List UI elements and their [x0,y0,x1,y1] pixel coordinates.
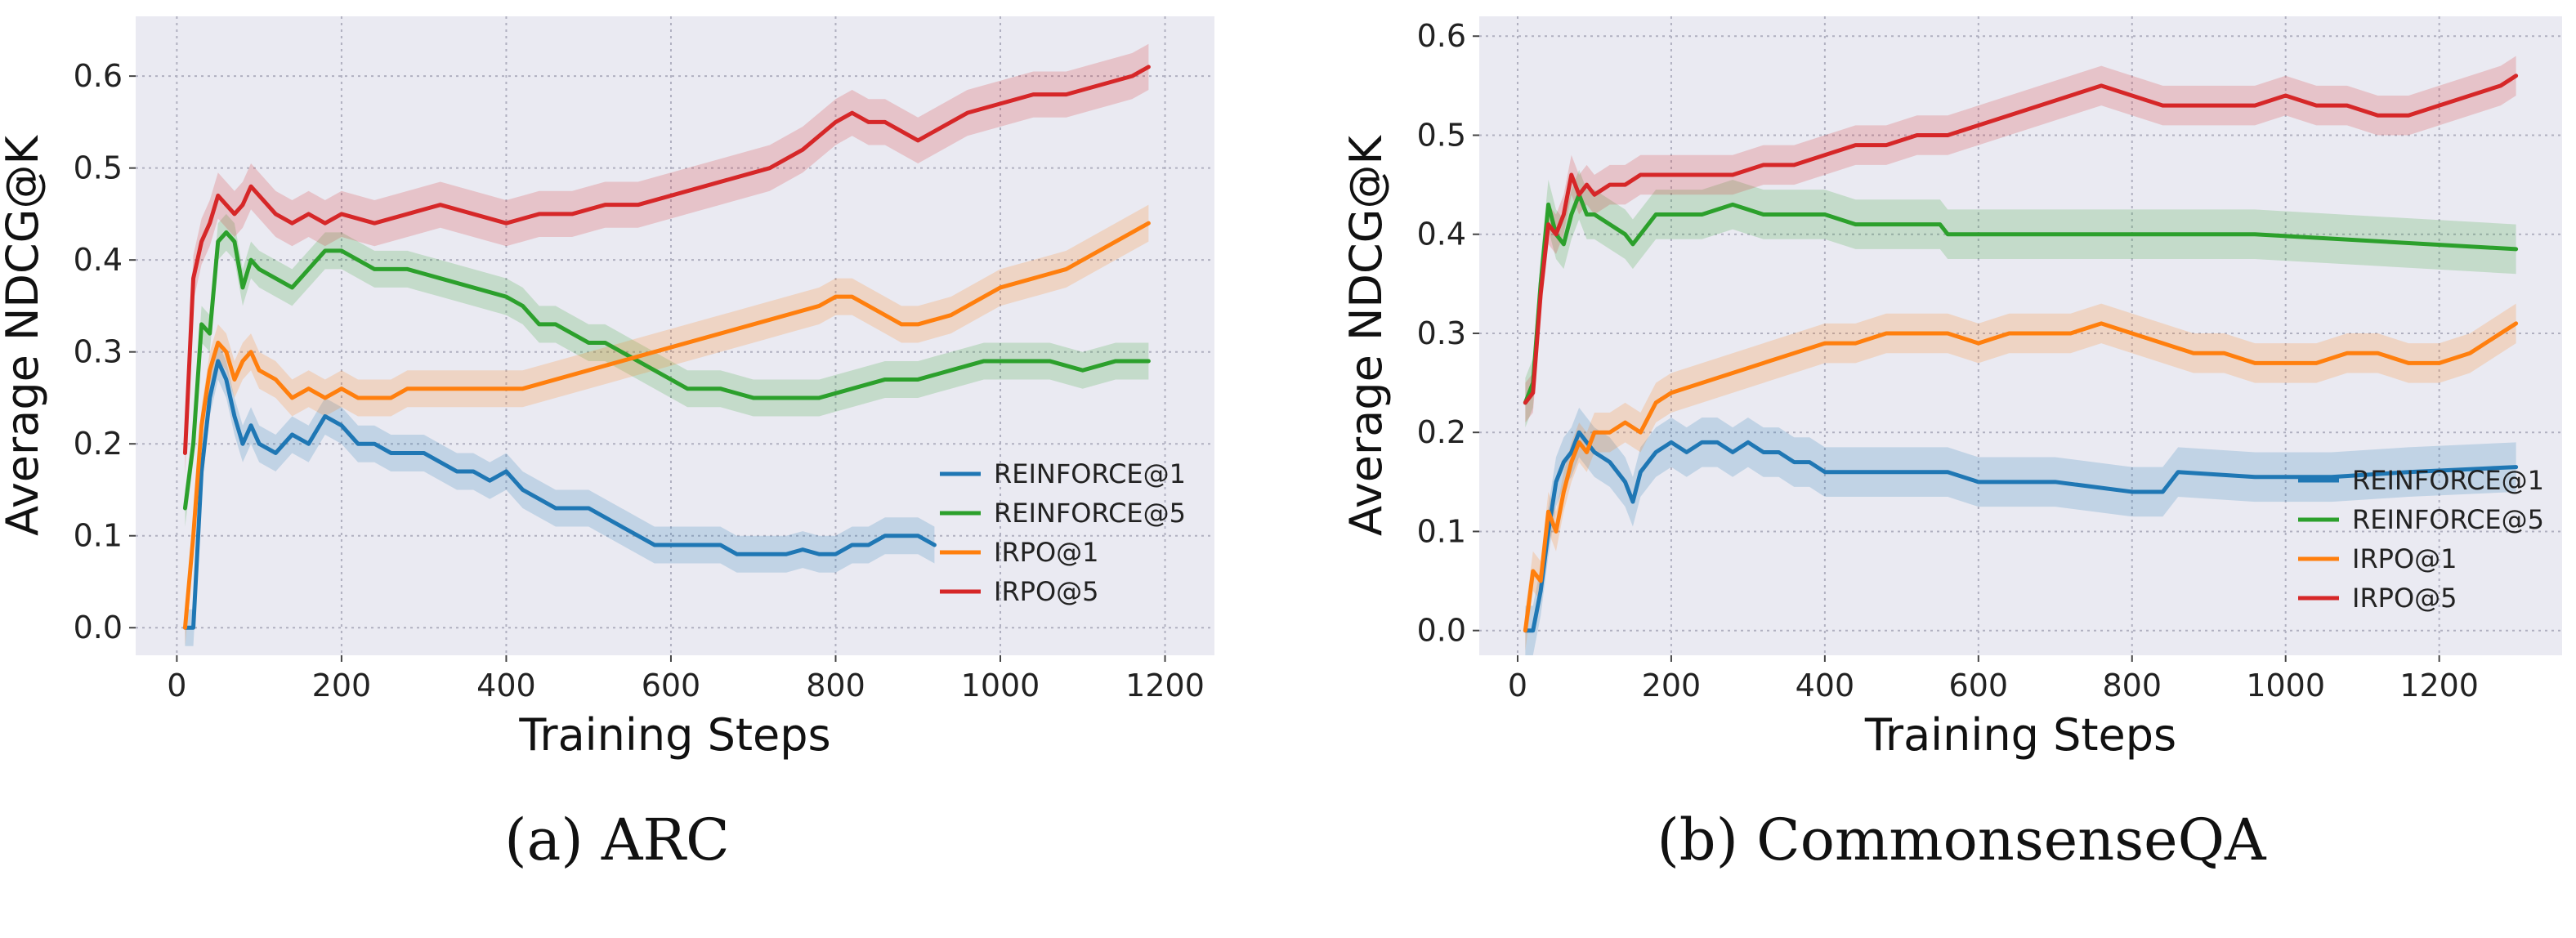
x-tick-label: 600 [1949,668,2009,704]
y-tick-label: 0.1 [1417,513,1466,549]
series-band-reinforce-at-1 [185,342,935,646]
x-tick-label: 1000 [2246,668,2325,704]
chart-panel-2: 0 200 400 600 800 1000 1200 0.0 0.1 0.2 0.3 0.4 0.5 0… [1340,16,2562,873]
y-tick-label: 0.6 [1417,18,1466,54]
chart-caption: (b) CommonsenseQA [1657,806,2267,873]
series-band-irpo-at-1 [185,204,1149,646]
y-tick-label: 0.6 [74,58,123,94]
x-tick-label: 0 [1508,668,1527,704]
x-tick-label: 1200 [2399,668,2479,704]
chart-caption: (a) ARC [504,806,729,873]
x-tick-label: 400 [1796,668,1855,704]
legend-label: IRPO@5 [994,576,1099,607]
y-tick-label: 0.2 [74,426,123,462]
y-tick-label: 0.4 [1417,217,1466,252]
y-axis-label: Average NDCG@K [1340,134,1392,535]
legend: REINFORCE@1 REINFORCE@5 IRPO@1 IRPO@5 [940,458,1186,607]
plot-area [136,16,1214,655]
x-tick-label: 400 [476,668,536,704]
legend-label: IRPO@1 [994,537,1099,568]
x-axis-label: Training Steps [1864,709,2176,761]
y-tick-label: 0.5 [74,150,123,186]
series-line-irpo-at-5 [1523,74,2519,405]
x-tick-label: 1000 [961,668,1040,704]
legend-label: IRPO@5 [2352,583,2457,614]
y-tick-label: 0.3 [74,334,123,370]
series-line-reinforce-at-5 [182,230,1151,511]
x-axis-label: Training Steps [518,709,830,761]
x-tick-label: 600 [642,668,701,704]
plot-area [1479,16,2562,655]
legend-label: REINFORCE@1 [994,458,1186,489]
y-tick-label: 0.2 [1417,414,1466,450]
x-tick-label: 200 [1642,668,1702,704]
series-line-reinforce-at-5 [1523,192,2519,405]
y-tick-label: 0.3 [1417,315,1466,351]
chart-panel-1: 0 200 400 600 800 1000 1200 0.0 0.1 0.2 0.3 0.4 0.5 0… [0,16,1214,873]
x-tick-label: 200 [312,668,372,704]
series-band-reinforce-at-1 [1525,407,2516,655]
y-axis-label: Average NDCG@K [0,134,48,535]
y-tick-label: 0.5 [1417,117,1466,153]
y-tick-label: 0.4 [74,242,123,278]
y-tick-label: 0.1 [74,518,123,554]
legend-label: REINFORCE@5 [994,498,1186,529]
x-tick-label: 0 [167,668,186,704]
series-band-irpo-at-5 [185,43,1149,476]
series-line-reinforce-at-1 [182,359,937,630]
series-line-irpo-at-1 [1523,321,2519,633]
legend-label: IRPO@1 [2352,543,2457,574]
series-line-irpo-at-5 [182,65,1151,455]
x-tick-label: 800 [2102,668,2162,704]
x-tick-label: 1200 [1125,668,1205,704]
y-tick-label: 0.0 [1417,613,1466,649]
legend-label: REINFORCE@5 [2352,504,2544,535]
series-band-reinforce-at-5 [185,213,1149,527]
series-band-irpo-at-5 [1525,56,2516,423]
legend: REINFORCE@1 REINFORCE@5 IRPO@1 IRPO@5 [2298,465,2544,614]
series-line-reinforce-at-1 [1523,430,2519,633]
series-line-irpo-at-1 [182,221,1151,630]
legend-label: REINFORCE@1 [2352,465,2544,496]
y-tick-label: 0.0 [74,610,123,645]
x-tick-label: 800 [806,668,865,704]
